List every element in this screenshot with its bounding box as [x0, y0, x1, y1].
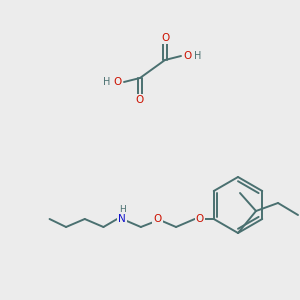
Text: O: O — [153, 214, 161, 224]
Text: O: O — [114, 77, 122, 87]
Text: O: O — [136, 95, 144, 105]
Text: O: O — [161, 33, 169, 43]
Text: H: H — [119, 205, 125, 214]
Text: O: O — [183, 51, 191, 61]
Text: O: O — [196, 214, 204, 224]
Text: H: H — [194, 51, 202, 61]
Text: N: N — [118, 214, 126, 224]
Text: H: H — [103, 77, 111, 87]
